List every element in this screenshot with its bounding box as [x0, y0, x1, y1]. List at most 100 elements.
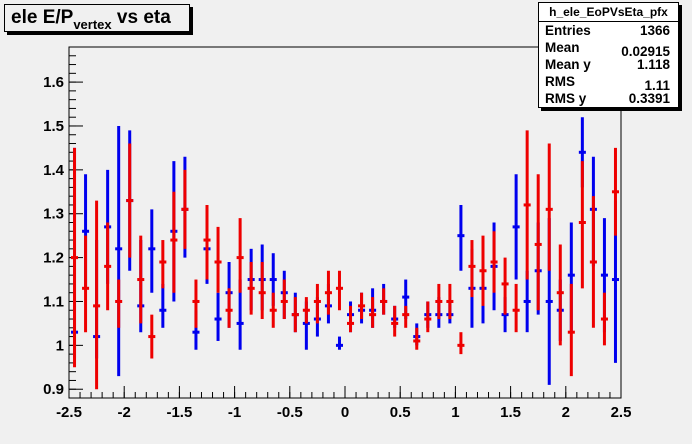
red-data-point [82, 235, 90, 333]
y-tick-label: 1.4 [43, 162, 65, 179]
red-data-point [236, 218, 244, 293]
red-series [71, 130, 619, 390]
stats-row-mean: Mean 0.02915 [539, 39, 678, 59]
red-data-point [170, 191, 178, 293]
axis-ticks [68, 55, 622, 398]
chart-title-box: ele E/Pvertex vs eta [4, 4, 190, 32]
red-data-point [324, 270, 332, 315]
red-data-point [380, 288, 388, 315]
stats-value: 0.02915 [621, 44, 670, 59]
y-tick-label: 1.5 [43, 118, 64, 135]
x-tick-label: -2 [118, 404, 131, 421]
red-data-point [523, 130, 531, 280]
x-tick-label: -2.5 [56, 404, 82, 421]
red-data-point [148, 314, 156, 359]
red-data-point [71, 147, 79, 368]
red-data-point [468, 240, 476, 298]
red-data-point [457, 332, 465, 355]
y-tick-label: 1.2 [43, 250, 64, 267]
title-subscript: vertex [73, 17, 112, 32]
y-tick-label: 1.1 [43, 293, 64, 310]
stats-label: Mean [545, 40, 580, 55]
red-data-point [192, 279, 200, 328]
blue-data-point [115, 125, 123, 377]
red-data-point [391, 305, 399, 337]
x-tick-label: 0 [341, 404, 349, 421]
red-data-point [115, 279, 123, 328]
x-tick-label: -1 [228, 404, 241, 421]
red-data-point [181, 169, 189, 249]
red-data-point [225, 288, 233, 328]
red-data-point [347, 305, 355, 333]
y-tick-label: 1 [56, 337, 64, 354]
stats-row-rms-y: RMS y 0.3391 [539, 90, 678, 107]
blue-data-point [512, 174, 520, 280]
red-data-point [402, 305, 410, 328]
red-data-point [589, 196, 597, 328]
stats-row-rms: RMS 1.11 [539, 73, 678, 93]
stats-label: RMS [545, 74, 575, 89]
x-tick-label: 2 [562, 404, 570, 421]
red-data-point [93, 200, 101, 390]
red-data-point [490, 231, 498, 293]
x-tick-label: 2.5 [611, 404, 632, 421]
stats-label: RMS y [545, 91, 587, 106]
stats-label: Mean y [545, 57, 591, 72]
stats-value: 1366 [639, 23, 670, 38]
red-data-point [104, 222, 112, 311]
y-tick-label: 1.6 [43, 74, 64, 91]
stats-box: h_ele_EoPVsEta_pfx Entries 1366 Mean 0.029… [538, 2, 679, 108]
red-data-point [247, 261, 255, 315]
red-data-point [137, 235, 145, 324]
red-data-point [313, 283, 321, 324]
red-data-point [159, 240, 167, 289]
stats-label: Entries [545, 23, 591, 38]
x-tick-label: 1 [451, 404, 459, 421]
red-data-point [446, 283, 454, 320]
red-data-point [567, 283, 575, 377]
red-data-point [556, 244, 564, 346]
red-data-point [214, 226, 222, 293]
blue-data-point [214, 292, 222, 341]
red-data-point [600, 292, 608, 346]
red-data-point [611, 147, 619, 236]
blue-data-point [148, 209, 156, 293]
red-data-point [479, 235, 487, 306]
red-data-point [578, 161, 586, 289]
red-data-point [512, 283, 520, 333]
red-data-point [534, 174, 542, 311]
x-tick-label: -1.5 [166, 404, 192, 421]
red-data-point [335, 270, 343, 311]
red-data-point [269, 292, 277, 328]
chart-title: ele E/Pvertex vs eta [11, 7, 171, 32]
x-tick-label: -0.5 [277, 404, 303, 421]
red-data-point [413, 327, 421, 350]
stats-value: 1.118 [636, 57, 670, 72]
stats-value: 0.3391 [628, 91, 670, 106]
title-suffix: vs eta [111, 7, 171, 28]
title-main: ele E/P [11, 7, 74, 28]
red-data-point [435, 283, 443, 320]
blue-data-point [335, 336, 343, 350]
y-tick-label: 1.3 [43, 206, 64, 223]
stats-row-entries: Entries 1366 [539, 22, 678, 39]
data-series [71, 117, 619, 390]
red-data-point [369, 297, 377, 328]
x-tick-label: 1.5 [500, 404, 521, 421]
red-data-point [126, 143, 134, 258]
stats-histogram-name: h_ele_EoPVsEta_pfx [539, 3, 678, 22]
red-data-point [302, 297, 310, 324]
y-tick-label: 0.9 [43, 381, 64, 398]
blue-data-point [159, 283, 167, 328]
red-data-point [424, 301, 432, 333]
stats-value: 1.11 [644, 78, 670, 93]
blue-data-point [457, 204, 465, 271]
plot-frame [68, 46, 622, 399]
blue-data-point [523, 270, 531, 333]
red-data-point [203, 204, 211, 280]
red-data-point [545, 143, 553, 271]
red-data-point [501, 257, 509, 315]
red-data-point [358, 292, 366, 320]
red-data-point [291, 297, 299, 333]
